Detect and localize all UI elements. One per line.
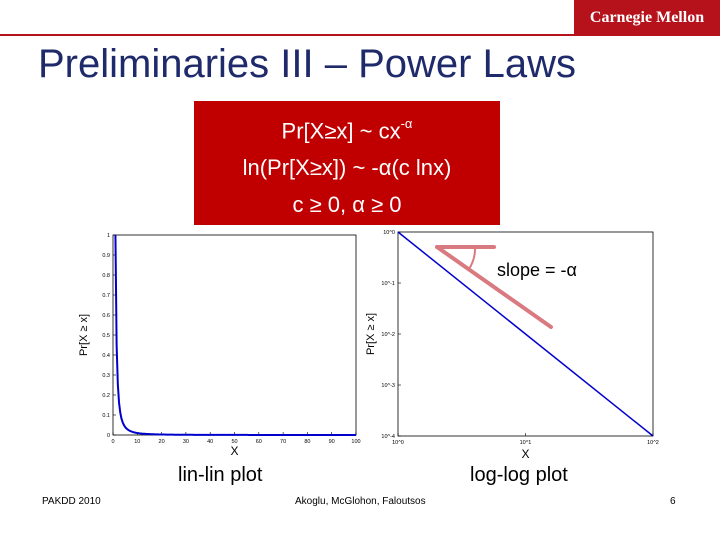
linlin-y-tick-label: 1: [107, 233, 110, 239]
slope-annotation: slope = -α: [497, 260, 577, 280]
loglog-x-tick-label: 10^0: [392, 440, 404, 446]
linlin-y-tick-label: 0.2: [102, 393, 110, 399]
linlin-x-tick-label: 100: [351, 439, 360, 445]
footer-page-number: 6: [670, 496, 676, 507]
loglog-y-tick-label: 10^-4: [381, 434, 395, 440]
linlin-x-tick-label: 10: [134, 439, 140, 445]
slide-title: Preliminaries III – Power Laws: [38, 42, 576, 86]
linlin-y-tick-label: 0.6: [102, 313, 110, 319]
loglog-x-axis-label: X: [521, 447, 529, 461]
linlin-x-tick-label: 0: [111, 439, 114, 445]
header-bar: Carnegie Mellon: [0, 0, 720, 36]
header-rule: [0, 34, 574, 36]
formula-line-1-exponent: -α: [400, 116, 413, 131]
loglog-y-tick-label: 10^-3: [381, 383, 395, 389]
linlin-x-tick-label: 70: [280, 439, 286, 445]
slope-marker-line: [435, 245, 553, 329]
linlin-y-tick-label: 0.9: [102, 253, 110, 259]
footer-conference: PAKDD 2010: [42, 496, 101, 507]
linlin-x-axis-label: X: [230, 444, 238, 458]
linlin-y-tick-label: 0.7: [102, 293, 110, 299]
linlin-x-tick-label: 60: [256, 439, 262, 445]
slope-angle-arc: [468, 246, 477, 270]
linlin-x-tick-label: 30: [183, 439, 189, 445]
formula-box: Pr[X≥x] ~ cx-α ln(Pr[X≥x]) ~ -α(c lnx) c…: [194, 101, 500, 225]
logo: Carnegie Mellon: [574, 0, 720, 36]
loglog-x-tick-label: 10^2: [647, 440, 659, 446]
loglog-y-axis-label: Pr[X ≥ x]: [365, 313, 377, 355]
linlin-x-tick-label: 50: [231, 439, 237, 445]
linlin-x-tick-label: 80: [304, 439, 310, 445]
formula-line-2: ln(Pr[X≥x]) ~ -α(c lnx): [242, 155, 452, 181]
formula-line-1: Pr[X≥x] ~ cx-α: [194, 107, 500, 149]
formula-line-1-main: Pr[X≥x] ~ cx: [281, 118, 401, 144]
linlin-y-axis-label: Pr[X ≥ x]: [78, 314, 90, 356]
loglog-x-tick-label: 10^1: [520, 440, 532, 446]
linlin-x-tick-label: 40: [207, 439, 213, 445]
caption-log-log: log-log plot: [470, 464, 568, 486]
loglog-y-tick-label: 10^0: [383, 230, 395, 236]
caption-lin-lin: lin-lin plot: [178, 464, 263, 486]
linlin-y-tick-label: 0.8: [102, 273, 110, 279]
linlin-y-tick-label: 0.4: [102, 353, 110, 359]
linlin-plot-frame: [112, 234, 357, 436]
linlin-x-tick-label: 90: [329, 439, 335, 445]
linlin-y-tick-label: 0.5: [102, 333, 110, 339]
linlin-series-line: [114, 234, 356, 436]
linlin-x-tick-label: 20: [159, 439, 165, 445]
linlin-y-tick-label: 0: [107, 433, 110, 439]
loglog-y-tick-label: 10^-2: [381, 332, 395, 338]
loglog-series-line: [397, 231, 654, 437]
loglog-y-tick-label: 10^-1: [381, 281, 395, 287]
linlin-y-tick-label: 0.1: [102, 413, 110, 419]
formula-line-3: c ≥ 0, α ≥ 0: [292, 192, 402, 218]
footer-authors: Akoglu, McGlohon, Faloutsos: [295, 496, 426, 507]
linlin-y-tick-label: 0.3: [102, 373, 110, 379]
